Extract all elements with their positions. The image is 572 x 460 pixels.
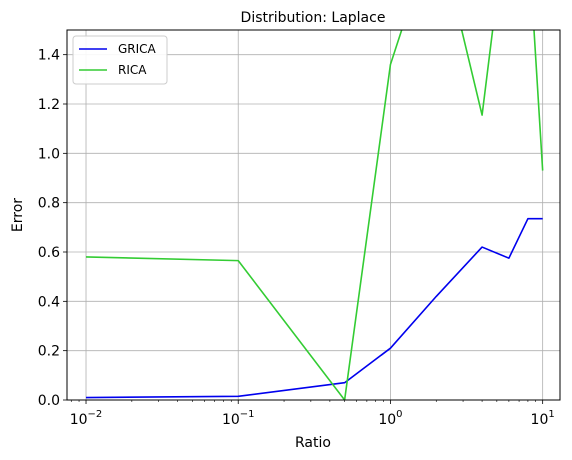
x-tick-label: 101 (531, 409, 555, 428)
legend-box (72, 35, 168, 85)
y-tick-label: 1.0 (38, 146, 60, 162)
x-tick-exponent: 0 (396, 409, 402, 420)
x-tick-exponent: −2 (88, 409, 103, 420)
x-axis-label: Ratio (295, 435, 331, 451)
x-tick-exponent: −1 (240, 409, 255, 420)
legend-label: RICA (118, 63, 147, 77)
plot-frame (66, 29, 561, 401)
y-tick-label: 0.6 (38, 245, 60, 261)
series-line-rica (86, 30, 544, 400)
series-layer (86, 30, 544, 400)
chart-title: Distribution: Laplace (241, 10, 386, 26)
x-tick-base: 10 (222, 412, 240, 428)
x-tick-base: 10 (378, 412, 396, 428)
y-tick-label: 1.4 (38, 48, 60, 64)
y-tick-label: 0.8 (38, 196, 60, 212)
y-tick-label: 0.4 (38, 294, 60, 310)
legend: GRICA RICA (72, 35, 168, 85)
x-tick-base: 10 (70, 412, 88, 428)
y-tick-label: 1.2 (38, 97, 60, 113)
y-tick-label: 0.0 (38, 393, 60, 409)
x-tick-label: 100 (378, 409, 402, 428)
legend-label: GRICA (118, 42, 157, 56)
x-tick-exponent: 1 (548, 409, 554, 420)
y-axis-ticks: 0.0 0.2 0.4 0.6 0.8 1.0 1.2 1.4 (38, 48, 67, 409)
x-tick-label: 10−1 (222, 409, 255, 428)
y-tick-label: 0.2 (38, 344, 60, 360)
x-tick-base: 10 (531, 412, 549, 428)
x-tick-label: 10−2 (70, 409, 103, 428)
y-axis-label: Error (10, 198, 26, 232)
x-axis-ticks: 10−2 10−1 100 101 (70, 400, 555, 428)
series-line-grica (86, 217, 543, 399)
